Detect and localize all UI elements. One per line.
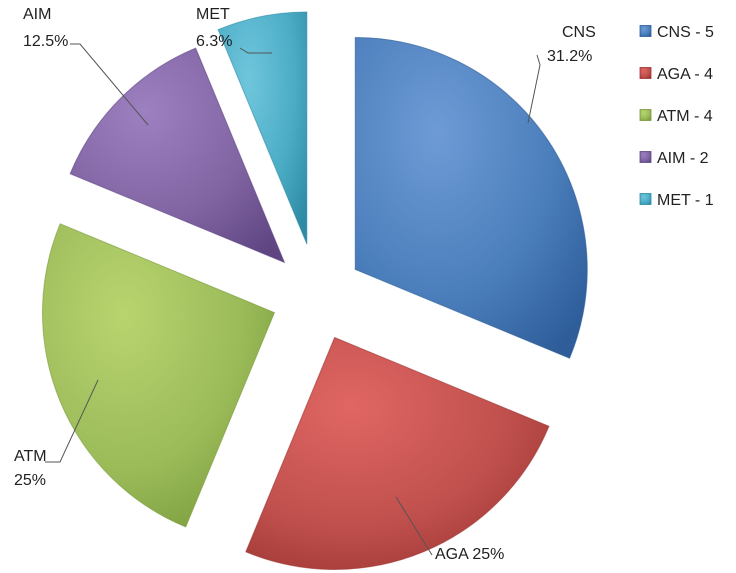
legend-item-atm: ATM - 4 xyxy=(639,108,713,125)
legend-item-aga: AGA - 4 xyxy=(639,66,713,83)
leader-line-aim xyxy=(70,43,149,126)
data-label-name-atm: ATM xyxy=(14,448,47,465)
legend-label-atm: ATM - 4 xyxy=(657,108,713,125)
data-label-name-met: MET xyxy=(196,6,230,23)
legend-swatch-atm xyxy=(639,109,652,121)
pie-slice-cns xyxy=(354,36,588,359)
leader-lines xyxy=(45,43,541,556)
pie-slice-atm xyxy=(42,223,276,528)
pie-slice-aim xyxy=(69,47,286,264)
legend: CNS - 5 AGA - 4 ATM - 4 AIM - 2 MET - 1 xyxy=(639,24,714,209)
leader-line-atm xyxy=(45,379,99,463)
data-label-value-aim: 12.5% xyxy=(23,33,68,50)
pie-slices xyxy=(42,11,588,570)
legend-label-aim: AIM - 2 xyxy=(657,150,709,167)
data-label-value-atm: 25% xyxy=(14,472,46,489)
legend-swatch-aim xyxy=(639,151,652,163)
legend-swatch-aga xyxy=(639,67,652,79)
legend-label-met: MET - 1 xyxy=(657,192,714,209)
data-label-name-aga: AGA 25% xyxy=(435,546,504,563)
data-label-value-cns: 31.2% xyxy=(547,48,592,65)
legend-swatch-met xyxy=(639,193,652,205)
legend-item-cns: CNS - 5 xyxy=(639,24,714,41)
pie-slice-met xyxy=(217,11,308,245)
pie-slice-aga xyxy=(245,336,550,570)
leader-line-met xyxy=(239,47,272,54)
data-label-name-aim: AIM xyxy=(23,6,51,23)
leader-line-cns xyxy=(527,54,541,124)
legend-label-aga: AGA - 4 xyxy=(657,66,713,83)
leader-line-aga xyxy=(395,496,433,556)
legend-label-cns: CNS - 5 xyxy=(657,24,714,41)
data-label-value-met: 6.3% xyxy=(196,33,232,50)
data-labels: CNS 31.2% AGA 25% ATM 25% AIM 12.5% MET 6.3% xyxy=(14,6,596,563)
legend-item-aim: AIM - 2 xyxy=(639,150,709,167)
data-label-name-cns: CNS xyxy=(562,24,596,41)
legend-swatch-cns xyxy=(639,25,652,37)
legend-item-met: MET - 1 xyxy=(639,192,714,209)
